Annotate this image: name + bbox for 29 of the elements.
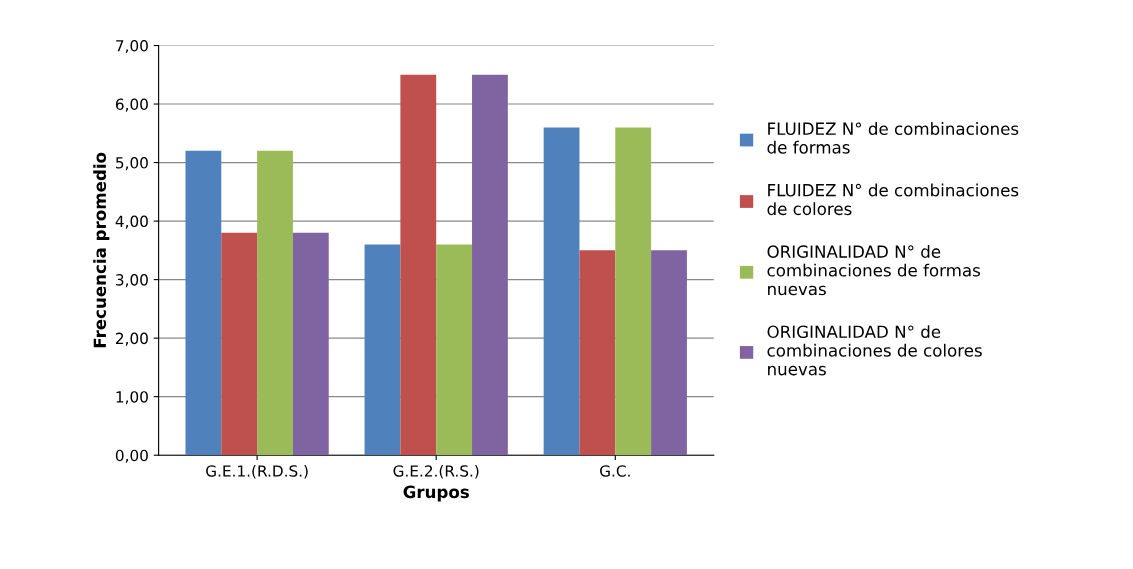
bar bbox=[292, 232, 329, 456]
y-tick-label: 0,00 bbox=[115, 449, 148, 463]
x-tick-label: G.E.2.(R.S.) bbox=[393, 464, 479, 479]
bar bbox=[257, 150, 293, 456]
y-tick-label: 4,00 bbox=[115, 215, 148, 229]
x-axis-title: Grupos bbox=[403, 485, 469, 502]
y-tick-label: 6,00 bbox=[115, 98, 148, 112]
bar bbox=[185, 150, 222, 456]
x-tick-label: G.C. bbox=[600, 465, 630, 477]
y-tick-label: 3,00 bbox=[116, 274, 148, 288]
bar bbox=[400, 74, 437, 456]
y-tick-label: 1,00 bbox=[116, 391, 148, 405]
bar bbox=[615, 127, 652, 456]
bar bbox=[221, 232, 258, 456]
legend-label: FLUIDEZ N° de combinaciones de colores bbox=[767, 183, 1019, 216]
bar bbox=[579, 250, 616, 456]
y-tick-label: 2,00 bbox=[116, 332, 148, 346]
y-tick-label: 7,00 bbox=[116, 39, 148, 54]
bar bbox=[436, 244, 473, 456]
bar bbox=[543, 127, 580, 456]
y-tick-label: 5,00 bbox=[116, 157, 148, 171]
x-tick-label: G.E.1.(R.D.S.) bbox=[206, 464, 308, 479]
legend-label: ORIGINALIDAD N° de combinaciones de colores nuevas bbox=[767, 325, 982, 376]
bar bbox=[364, 244, 401, 456]
bar bbox=[651, 250, 687, 456]
legend-label: ORIGINALIDAD N° de combinaciones de formas nuevas bbox=[767, 245, 981, 296]
bar bbox=[472, 74, 508, 456]
legend-label: FLUIDEZ N° de combinaciones de formas bbox=[767, 122, 1019, 154]
y-axis-title: Frecuencia promedio bbox=[93, 152, 110, 348]
